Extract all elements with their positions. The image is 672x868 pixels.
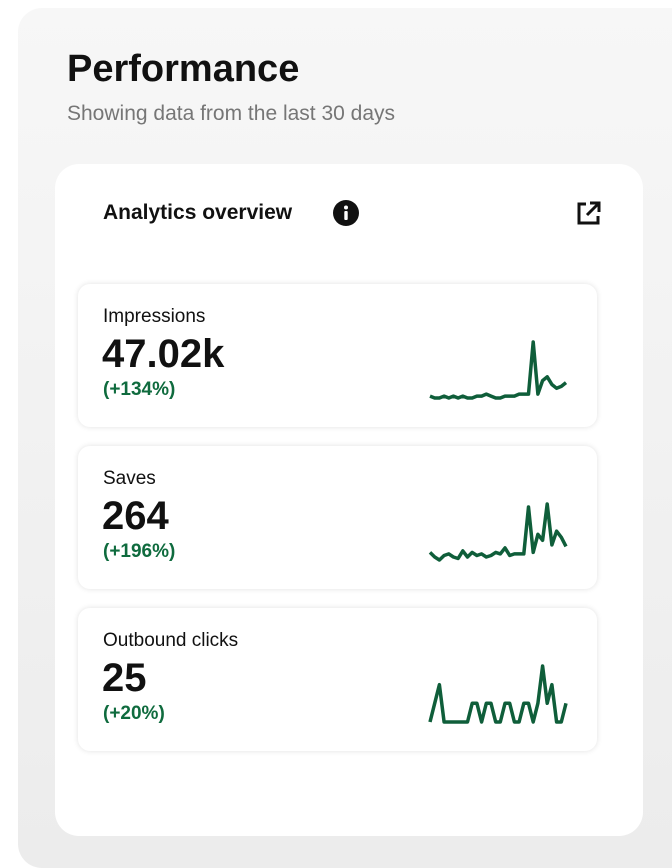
info-icon[interactable] [332,199,360,227]
sparkline-path [428,664,568,724]
metric-card: Outbound clicks 25 (+20%) [78,608,597,751]
sparkline [429,340,568,400]
metric-value: 264 [102,494,169,538]
metric-value: 47.02k [102,332,225,376]
analytics-panel: Analytics overview Impressions 47.02k (+13… [55,164,643,836]
page-subtitle: Showing data from the last 30 days [67,102,396,125]
external-link-icon[interactable] [575,199,603,227]
metric-change: (+134%) [103,379,176,400]
page-title: Performance [67,48,300,90]
sparkline-path [428,502,568,562]
sparkline [428,502,568,562]
metric-change: (+20%) [103,703,165,724]
metric-label: Outbound clicks [103,630,239,651]
sparkline [428,664,568,724]
sparkline-path [429,340,568,400]
metric-card: Impressions 47.02k (+134%) [78,284,597,427]
metric-value: 25 [102,656,147,700]
panel-title: Analytics overview [103,201,293,224]
page: Performance Showing data from the last 3… [18,8,672,868]
metric-label: Saves [103,468,156,489]
metric-card: Saves 264 (+196%) [78,446,597,589]
metric-label: Impressions [103,306,206,327]
metric-change: (+196%) [103,541,176,562]
